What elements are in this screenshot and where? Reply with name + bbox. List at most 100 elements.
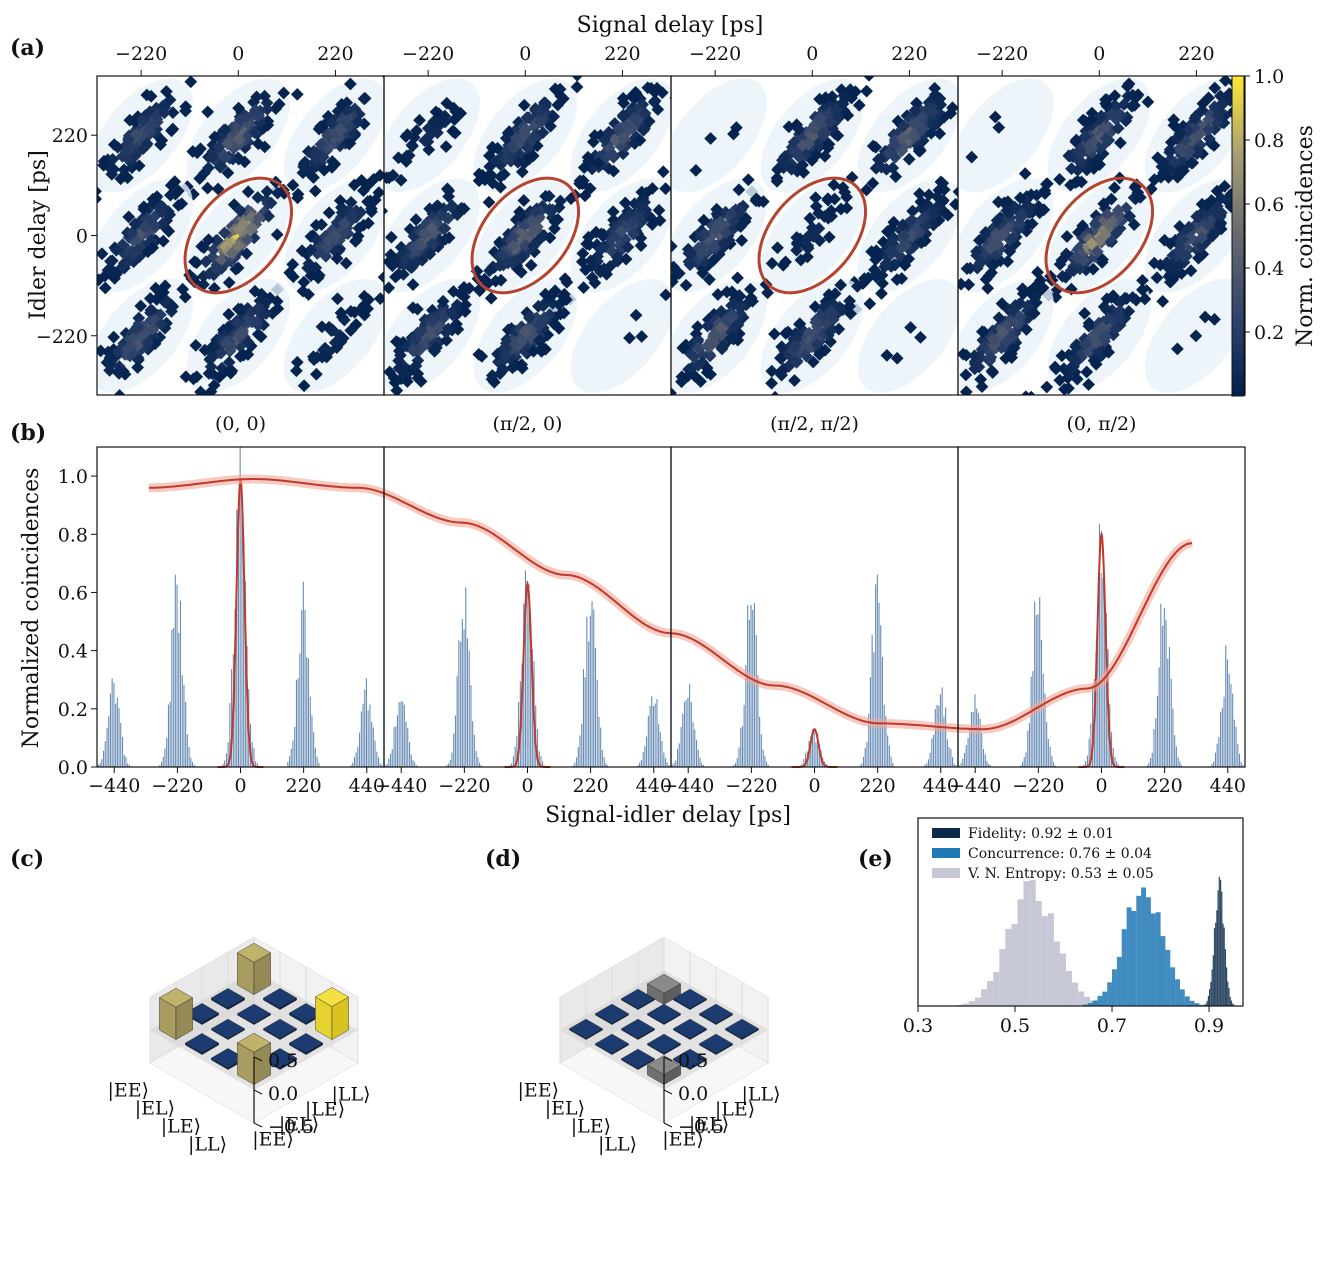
heatmap-pixel (290, 88, 304, 101)
histogram-bar (813, 729, 815, 767)
heatmap-pixel (418, 227, 431, 240)
heatmap-halo (570, 278, 671, 393)
histogram-bar (108, 716, 110, 767)
heatmap-pixel (334, 123, 348, 137)
histogram-bar (810, 736, 812, 767)
heatmap-pixel (327, 229, 340, 243)
heatmap-pixel (98, 281, 112, 295)
heatmap-pixel (205, 340, 219, 354)
distribution-bar (962, 1003, 969, 1006)
heatmap-pixel (334, 306, 348, 320)
histogram-bar (1028, 723, 1030, 767)
heatmap-pixel (315, 218, 328, 231)
heatmap-pixel (504, 234, 518, 248)
heatmap-pixel (249, 103, 262, 117)
histogram-bar (109, 693, 111, 767)
x-tick-label: 220 (891, 43, 927, 65)
heatmap-pixel (351, 115, 365, 129)
histogram-bar (106, 727, 108, 767)
heatmap-pixel (241, 185, 255, 199)
heatmap-pixel (158, 106, 171, 120)
histogram-bar (231, 669, 233, 767)
histogram-bar (193, 764, 195, 767)
row-basis-label: |LE⟩ (161, 1116, 201, 1138)
heatmap-pixel (103, 351, 117, 365)
histogram-bar (924, 764, 926, 767)
heatmap-pixel (308, 184, 322, 198)
histogram-bar (290, 748, 292, 767)
heatmap-pixel (206, 59, 219, 72)
histogram-bar (750, 604, 752, 767)
histogram-bar (111, 678, 113, 767)
histogram-bar (1039, 597, 1041, 767)
heatmap-pixel (248, 126, 262, 140)
col-basis-label: |EL⟩ (689, 1114, 729, 1136)
heatmap-pixel (83, 190, 96, 203)
heatmap-pixel (122, 210, 136, 224)
heatmap-pixel (168, 175, 182, 188)
heatmap-pixel (238, 155, 252, 169)
heatmap-pixel (221, 166, 235, 180)
z-tick-label: 0.5 (678, 1050, 708, 1072)
histogram-bar (1226, 659, 1228, 767)
row-basis-label: |LE⟩ (571, 1116, 611, 1138)
distribution-bar (993, 972, 1000, 1006)
bar-top (289, 1033, 323, 1053)
heatmap-pixel (215, 253, 228, 266)
histogram-bar (1175, 746, 1177, 767)
heatmap-pixel (290, 364, 303, 378)
distribution-bar (1126, 907, 1132, 1006)
heatmap-pixel (143, 292, 157, 305)
histogram-bar (588, 641, 590, 767)
heatmap-content (958, 76, 1245, 395)
histogram-bar (934, 709, 936, 767)
histogram-bar (647, 715, 649, 767)
heatmap-pixel (271, 302, 285, 315)
histogram-bar (981, 733, 983, 767)
histogram-bar (378, 757, 380, 767)
col-basis-label: |LL⟩ (741, 1084, 780, 1106)
distribution-bar (1227, 981, 1229, 1006)
heatmap-pixel (497, 167, 511, 181)
histogram-bar (244, 581, 246, 767)
histogram-bar (538, 751, 540, 767)
distribution-bar (1107, 982, 1113, 1006)
heatmap-halo (958, 78, 1054, 193)
distribution-bar (981, 989, 988, 1006)
heatmap-pixel (402, 149, 416, 162)
legend-entry: V. N. Entropy: 0.53 ± 0.05 (967, 866, 1154, 882)
histogram-bar (1239, 753, 1241, 767)
heatmap-pixel (476, 169, 489, 182)
x-tick-label: 220 (1178, 43, 1214, 65)
x-tick-label: −220 (402, 43, 454, 65)
histogram-bar (950, 749, 952, 767)
heatmap-pixel (290, 355, 304, 369)
histogram-bar (256, 763, 258, 767)
histogram-bar (410, 754, 412, 767)
bar-top (673, 1048, 707, 1069)
distribution-bar (1141, 887, 1146, 1006)
heatmap-pixel (262, 209, 275, 223)
heatmap-pixel (245, 221, 259, 235)
histogram-bar (224, 760, 226, 767)
heatmap-pixel (151, 115, 164, 129)
histogram-bar (755, 635, 757, 767)
heatmap-pixel (494, 273, 508, 287)
bar-top (621, 988, 655, 1009)
heatmap-pixel (233, 113, 247, 127)
distribution-bar (1082, 1004, 1088, 1006)
distribution-bar (1072, 982, 1079, 1006)
histogram-bar (350, 765, 352, 767)
histogram-bar (960, 762, 962, 767)
heatmap-pixel (330, 252, 344, 265)
heatmap-pixel (409, 359, 423, 373)
histogram-bar (234, 609, 236, 767)
heatmap-pixel (366, 407, 379, 420)
histogram-bar (878, 602, 880, 767)
histogram-bar (697, 749, 699, 767)
distribution-bar (975, 997, 982, 1006)
histogram-bar (118, 708, 120, 767)
histogram-bar (953, 763, 955, 767)
bar-top (647, 973, 681, 994)
histogram-bar (663, 752, 665, 767)
